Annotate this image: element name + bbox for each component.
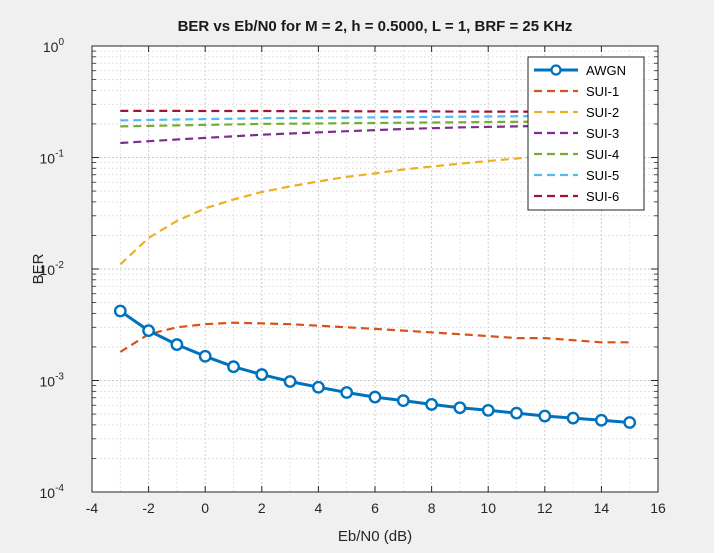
legend: AWGN SUI-1 SUI-2 SUI-3 SUI-4 SUI-5 SUI-6 <box>527 56 645 211</box>
x-tick-label: 6 <box>371 500 379 516</box>
data-point-awgn <box>311 380 325 394</box>
x-tick-label: 0 <box>201 500 209 516</box>
x-tick-label: 8 <box>428 500 436 516</box>
legend-label-sui-4: SUI-4 <box>586 147 619 162</box>
legend-label-sui-2: SUI-2 <box>586 105 619 120</box>
axis-ticks <box>91 45 659 493</box>
y-tick-label: 10-4 <box>40 483 65 501</box>
series-line-sui-1 <box>119 321 630 353</box>
data-point-awgn <box>510 406 523 420</box>
series-line-sui-4 <box>120 119 630 128</box>
x-tick-label: -2 <box>142 500 155 516</box>
legend-label-sui-5: SUI-5 <box>586 168 619 183</box>
data-point-awgn <box>396 394 410 408</box>
data-point-awgn <box>368 390 382 404</box>
series-line-sui-6 <box>120 109 630 114</box>
x-tick-label: -4 <box>86 500 99 516</box>
legend-label-sui-6: SUI-6 <box>586 189 619 204</box>
x-tick-label: 12 <box>537 500 553 516</box>
data-point-awgn <box>453 401 467 415</box>
data-point-awgn <box>283 375 297 388</box>
data-point-awgn <box>227 360 240 374</box>
chart-title: BER vs Eb/N0 for M = 2, h = 0.5000, L = … <box>178 18 573 35</box>
legend-label-sui-3: SUI-3 <box>586 126 619 141</box>
y-axis-label: BER <box>30 253 47 284</box>
data-point-awgn <box>425 398 438 411</box>
x-tick-label: 14 <box>594 500 610 516</box>
data-point-awgn <box>538 409 552 423</box>
data-point-awgn <box>113 304 127 318</box>
y-tick-label: 100 <box>43 37 65 55</box>
data-point-awgn <box>198 349 212 363</box>
data-point-awgn <box>623 416 637 429</box>
data-point-awgn <box>566 411 580 425</box>
y-tick-label: 10-3 <box>40 372 65 390</box>
y-tick-label: 10-1 <box>40 149 65 167</box>
legend-label-sui-1: SUI-1 <box>586 84 619 99</box>
x-tick-label: 2 <box>258 500 266 516</box>
legend-label-awgn: AWGN <box>586 63 626 78</box>
data-point-awgn <box>170 338 184 351</box>
data-point-awgn <box>255 368 269 381</box>
data-point-awgn <box>595 413 608 427</box>
data-point-awgn <box>142 324 156 338</box>
x-axis-label: Eb/N0 (dB) <box>338 528 412 545</box>
data-point-awgn <box>340 386 354 399</box>
x-tick-label: 10 <box>480 500 496 516</box>
legend-marker-awgn <box>550 64 562 76</box>
x-tick-label: 4 <box>315 500 323 516</box>
series-line-sui-5 <box>120 114 630 122</box>
data-point-awgn <box>481 403 495 417</box>
x-tick-label: 16 <box>650 500 666 516</box>
series-line-sui-3 <box>120 123 630 145</box>
x-tick-labels: -4 -2 0 2 4 6 8 10 12 14 16 <box>86 500 666 516</box>
